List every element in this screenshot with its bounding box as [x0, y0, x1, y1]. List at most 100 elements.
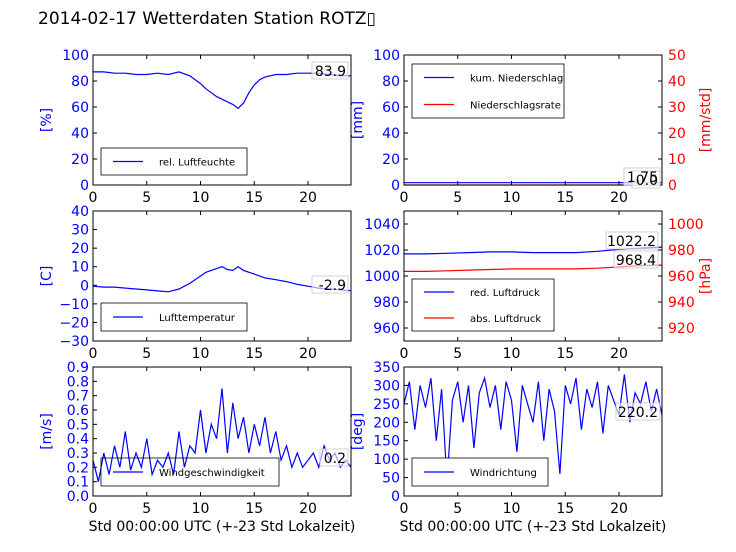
legend-label: kum. Niederschlag [470, 74, 563, 85]
y-tick-label: 100 [373, 48, 400, 64]
y-tick-label: 200 [373, 415, 400, 431]
y-axis-label: [deg] [350, 413, 366, 450]
x-tick-label: 10 [503, 346, 521, 362]
chart-windspeed [92, 366, 352, 497]
x-tick-label: 10 [192, 346, 210, 362]
y-tick-label: 0.1 [67, 475, 89, 491]
page-title: 2014-02-17 Wetterdaten Station ROTZ▯ [38, 9, 376, 29]
x-axis-label: Std 00:00:00 UTC (+-23 Std Lokalzeit) [400, 519, 667, 535]
legend-box-windspeed [100, 457, 280, 487]
y-tick-label: 10 [71, 260, 89, 276]
chart-winddirection [403, 366, 663, 497]
y-right-axis-label: [hPa] [698, 258, 714, 294]
legend-label: rel. Luftfeuchte [159, 158, 235, 169]
x-tick-label: 15 [245, 501, 263, 517]
x-tick-label: 10 [192, 501, 210, 517]
y-right-tick-label: 940 [668, 295, 695, 311]
series-line-temperature-0 [92, 265, 352, 293]
y-right-tick-label: 30 [668, 100, 686, 116]
y-tick-label: 0.0 [67, 489, 89, 505]
x-tick-label: 5 [453, 501, 462, 517]
value-annotation: 220.2 [618, 405, 658, 421]
y-tick-label: 20 [382, 152, 400, 168]
y-tick-label: 0.2 [67, 460, 89, 476]
y-right-tick-label: 20 [668, 126, 686, 142]
y-tick-label: −10 [59, 297, 89, 313]
legend-box-pressure [411, 278, 555, 332]
value-annotation: 83.9 [315, 64, 346, 80]
y-axis-label: [C] [39, 266, 55, 287]
series-line-windspeed-0 [92, 388, 352, 482]
plot-frame-winddirection [403, 366, 663, 497]
x-tick-label: 15 [245, 346, 263, 362]
y-tick-label: 0.3 [67, 446, 89, 462]
value-annotation: 968.4 [616, 253, 656, 269]
y-tick-label: 0.7 [67, 389, 89, 405]
y-tick-label: 960 [373, 321, 400, 337]
annotation-box-pressure-0 [605, 231, 659, 250]
legend-box-precipitation [411, 63, 565, 119]
y-tick-label: 20 [71, 152, 89, 168]
y-tick-label: 1000 [364, 269, 400, 285]
y-right-tick-label: 920 [668, 321, 695, 337]
plot-frame-temperature [92, 210, 352, 342]
x-tick-label: 20 [299, 346, 317, 362]
y-right-tick-label: 1000 [668, 217, 704, 233]
y-tick-label: 980 [373, 295, 400, 311]
y-tick-label: 0 [80, 178, 89, 194]
y-right-axis-label: [mm/std] [698, 88, 714, 153]
plot-frame-humidity [92, 54, 352, 186]
y-tick-label: 40 [382, 126, 400, 142]
y-tick-label: 300 [373, 378, 400, 394]
y-tick-label: 250 [373, 397, 400, 413]
x-tick-label: 5 [142, 501, 151, 517]
y-tick-label: 1020 [364, 243, 400, 259]
x-tick-label: 20 [610, 501, 628, 517]
x-tick-label: 5 [142, 346, 151, 362]
x-tick-label: 10 [192, 190, 210, 206]
y-tick-label: 0.6 [67, 403, 89, 419]
annotation-box-pressure-1 [613, 250, 659, 269]
x-tick-label: 5 [142, 190, 151, 206]
y-tick-label: 30 [71, 223, 89, 239]
y-tick-label: −30 [59, 334, 89, 350]
value-annotation: -2.9 [319, 278, 346, 294]
chart-precipitation [403, 54, 663, 189]
plot-frame-precipitation [403, 54, 663, 186]
x-tick-label: 15 [556, 346, 574, 362]
y-tick-label: 80 [382, 74, 400, 90]
annotation-box-winddirection-0 [615, 402, 661, 421]
x-tick-label: 0 [400, 501, 409, 517]
x-tick-label: 20 [299, 501, 317, 517]
legend-label: Niederschlagsrate [470, 101, 561, 112]
value-annotation: 0.0 [636, 173, 658, 189]
x-tick-label: 0 [400, 190, 409, 206]
y-right-tick-label: 960 [668, 269, 695, 285]
x-tick-label: 0 [89, 346, 98, 362]
y-tick-label: 40 [71, 204, 89, 220]
x-tick-label: 5 [453, 346, 462, 362]
y-tick-label: −20 [59, 315, 89, 331]
y-tick-label: 20 [71, 241, 89, 257]
y-tick-label: 0 [391, 178, 400, 194]
y-tick-label: 0 [391, 489, 400, 505]
value-annotation: 0.2 [324, 451, 346, 467]
y-tick-label: 80 [71, 74, 89, 90]
y-tick-label: 0.5 [67, 417, 89, 433]
y-right-tick-label: 10 [668, 152, 686, 168]
y-axis-label: [mm] [350, 101, 366, 139]
x-tick-label: 20 [299, 190, 317, 206]
y-tick-label: 1040 [364, 217, 400, 233]
y-right-tick-label: 40 [668, 74, 686, 90]
y-tick-label: 40 [71, 126, 89, 142]
x-tick-label: 0 [89, 190, 98, 206]
y-tick-label: 0 [80, 278, 89, 294]
y-tick-label: 60 [382, 100, 400, 116]
x-tick-label: 15 [556, 501, 574, 517]
y-tick-label: 0.8 [67, 374, 89, 390]
x-tick-label: 5 [453, 190, 462, 206]
y-right-tick-label: 0 [668, 178, 677, 194]
x-tick-label: 15 [556, 190, 574, 206]
x-tick-label: 10 [503, 190, 521, 206]
